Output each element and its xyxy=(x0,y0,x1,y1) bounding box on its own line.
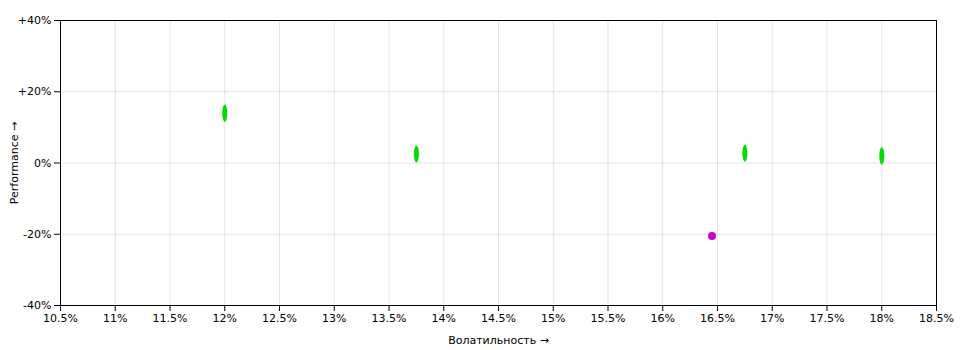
svg-text:11.5%: 11.5% xyxy=(153,312,188,325)
svg-text:12.5%: 12.5% xyxy=(262,312,297,325)
svg-text:10.5%: 10.5% xyxy=(43,312,78,325)
svg-text:11%: 11% xyxy=(103,312,127,325)
svg-text:16%: 16% xyxy=(651,312,675,325)
svg-text:14.5%: 14.5% xyxy=(481,312,516,325)
svg-text:13.5%: 13.5% xyxy=(372,312,407,325)
svg-text:+40%: +40% xyxy=(18,14,52,27)
svg-text:12%: 12% xyxy=(213,312,237,325)
svg-text:16.5%: 16.5% xyxy=(700,312,735,325)
svg-text:+20%: +20% xyxy=(18,85,52,98)
svg-text:18%: 18% xyxy=(870,312,894,325)
svg-text:0%: 0% xyxy=(34,157,51,170)
svg-text:13%: 13% xyxy=(322,312,346,325)
svg-text:17%: 17% xyxy=(760,312,784,325)
svg-text:18.5%: 18.5% xyxy=(919,312,954,325)
svg-text:14%: 14% xyxy=(432,312,456,325)
svg-text:17.5%: 17.5% xyxy=(810,312,845,325)
svg-text:-40%: -40% xyxy=(23,299,51,312)
svg-text:-20%: -20% xyxy=(23,228,51,241)
svg-text:15%: 15% xyxy=(541,312,565,325)
svg-text:Волатильность →: Волатильность → xyxy=(448,334,549,347)
svg-text:Performance →: Performance → xyxy=(8,122,21,204)
svg-text:15.5%: 15.5% xyxy=(591,312,626,325)
